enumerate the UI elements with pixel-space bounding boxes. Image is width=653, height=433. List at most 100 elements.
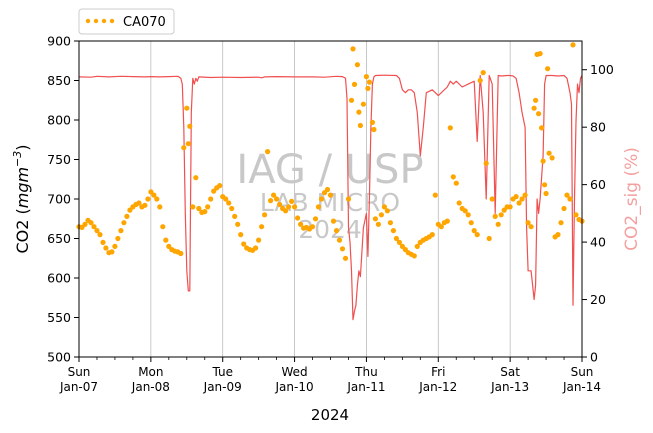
ca070-point [381, 204, 387, 210]
ca070-point [178, 250, 184, 257]
ca070-point [324, 186, 331, 193]
ca070-point [492, 213, 498, 219]
ca070-point [283, 208, 289, 214]
y-right-tick-label: 60 [590, 177, 606, 192]
watermark-line1: IAG / USP [236, 147, 423, 193]
ca070-point [522, 192, 528, 198]
ca070-point [286, 204, 292, 210]
ca070-point [202, 209, 208, 215]
ca070-point [298, 221, 304, 227]
ca070-point [157, 204, 163, 210]
ca070-point [184, 105, 190, 111]
ca070-point [351, 81, 358, 87]
legend: CA070 [78, 8, 175, 35]
ca070-point [109, 249, 115, 255]
legend-box [78, 8, 175, 35]
y-right-tick-label: 40 [590, 235, 606, 250]
x-axis: SunJan-07MonJan-08TueJan-09WedJan-10ThuJ… [59, 357, 601, 394]
y-right-tick-label: 100 [590, 62, 614, 77]
ca070-point [549, 155, 555, 161]
x-tick-label-date: Jan-09 [203, 380, 242, 394]
ca070-point [330, 218, 337, 224]
y-axis-right-label: CO2_sig (%) [622, 147, 642, 251]
y-axis-left-label: CO2 (mgm−3) [11, 144, 32, 253]
ca070-point [154, 196, 160, 202]
y-left-tick-label: 550 [47, 310, 71, 325]
ca070-point [259, 224, 265, 230]
ca070-point [268, 198, 274, 204]
y-axis-left-label-unit: mgm [13, 167, 32, 208]
ca070-point [309, 224, 316, 230]
ca070-point [265, 149, 271, 155]
ca070-point [471, 228, 477, 234]
ca070-point [480, 70, 486, 76]
ca070-point [277, 201, 283, 208]
ca070-point [371, 126, 377, 133]
ca070-point [112, 243, 118, 249]
ca070-point [339, 246, 346, 252]
ca070-point [465, 212, 471, 218]
ca070-point [462, 208, 468, 214]
ca070-point [94, 228, 100, 234]
ca070-point [262, 212, 268, 218]
ca070-point [561, 205, 567, 212]
x-tick-label-day: Tue [211, 365, 233, 379]
ca070-point [356, 109, 362, 115]
ca070-point [444, 218, 450, 224]
y-left-tick-label: 800 [47, 113, 71, 128]
ca070-point [564, 192, 570, 198]
y-left-tick-label: 750 [47, 152, 71, 167]
ca070-point [185, 141, 191, 147]
ca070-point [453, 180, 459, 186]
y-right-tick-label: 0 [590, 350, 598, 365]
ca070-point [540, 158, 546, 164]
ca070-point [543, 190, 549, 197]
ca070-point [516, 200, 522, 206]
x-tick-label-day: Sat [500, 365, 520, 379]
x-tick-label-day: Fri [431, 365, 445, 379]
ca070-point [450, 174, 456, 180]
x-tick-label-date: Jan-11 [346, 380, 385, 394]
ca070-point [232, 213, 238, 219]
ca070-point [88, 220, 94, 226]
ca070-point [208, 196, 214, 202]
ca070-point [124, 213, 130, 219]
ca070-point [477, 77, 483, 84]
y-axis-right: 0 20 40 60 80 100 [582, 62, 614, 365]
ca070-point [226, 200, 232, 206]
ca070-point [295, 215, 301, 221]
ca070-point [558, 220, 564, 226]
legend-label-ca070: CA070 [123, 15, 166, 30]
ca070-point [519, 196, 525, 202]
ca070-point [136, 200, 142, 206]
ca070-point [429, 232, 435, 238]
ca070-point [372, 216, 378, 222]
ca070-point [256, 237, 262, 243]
ca070-point [438, 224, 444, 230]
ca070-point [539, 125, 545, 131]
ca070-point [115, 235, 121, 242]
ca070-series [76, 42, 585, 261]
ca070-point [336, 237, 343, 243]
ca070-point [432, 192, 438, 198]
x-tick-label-date: Jan-08 [131, 380, 170, 394]
ca070-point [468, 220, 474, 226]
x-tick-label-date: Jan-12 [418, 380, 457, 394]
ca070-point [181, 145, 187, 151]
co2-sig-series [78, 74, 583, 321]
x-tick-label-day: Sun [571, 365, 594, 379]
ca070-point [241, 241, 247, 247]
ca070-point [100, 239, 106, 245]
ca070-point [97, 232, 103, 238]
ca070-point [82, 221, 88, 227]
ca070-point [363, 74, 369, 80]
x-tick-label-date: Jan-14 [562, 380, 601, 394]
ca070-point [354, 62, 360, 68]
ca070-point [393, 235, 399, 242]
ca070-point [315, 204, 322, 210]
ca070-point [327, 192, 334, 198]
y-left-tick-label: 900 [47, 34, 71, 49]
ca070-point [570, 42, 576, 48]
ca070-point [190, 204, 196, 210]
